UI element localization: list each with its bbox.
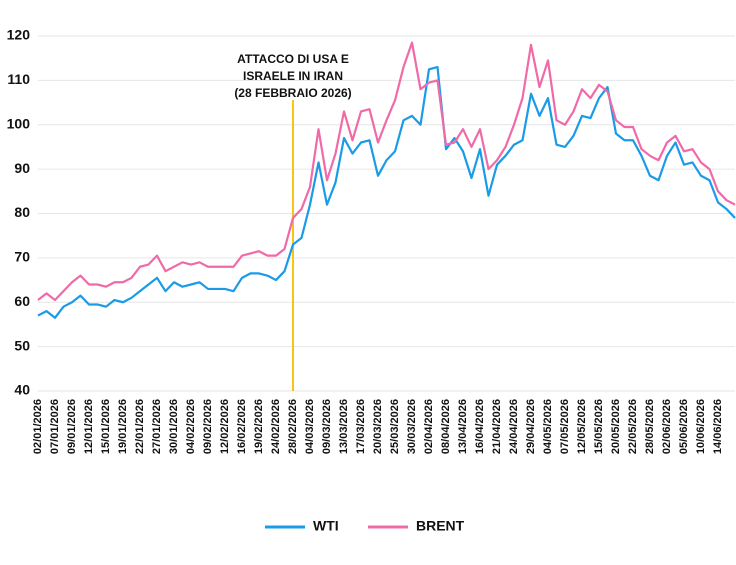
x-tick-label: 09/03/2026 [321, 399, 333, 454]
x-tick-label: 08/04/2026 [440, 399, 452, 454]
x-tick-label: 19/02/2026 [253, 399, 265, 454]
y-tick-label: 40 [14, 382, 30, 398]
x-tick-label: 17/03/2026 [355, 399, 367, 454]
x-tick-label: 02/04/2026 [423, 399, 435, 454]
x-tick-label: 24/04/2026 [508, 399, 520, 454]
x-tick-label: 15/05/2026 [593, 399, 605, 454]
series-line [37, 65, 736, 319]
x-tick-label: 24/02/2026 [270, 399, 282, 454]
x-tick-label: 28/02/2026 [287, 399, 299, 454]
x-tick-label: 09/01/2026 [66, 399, 78, 454]
x-tick-label: 22/01/2026 [134, 399, 146, 454]
y-tick-label: 120 [7, 27, 31, 43]
y-tick-label: 100 [7, 115, 31, 131]
x-tick-label: 02/01/2026 [32, 399, 44, 454]
x-tick-label: 13/04/2026 [457, 399, 469, 454]
y-tick-label: 80 [14, 204, 30, 220]
x-tick-label: 04/02/2026 [185, 399, 197, 454]
y-tick-label: 90 [14, 160, 30, 176]
annotation-text: (28 FEBBRAIO 2026) [234, 86, 351, 100]
legend-label: BRENT [416, 518, 465, 534]
x-tick-label: 12/05/2026 [576, 399, 588, 454]
x-tick-label: 16/02/2026 [236, 399, 248, 454]
annotation-text: ATTACCO DI USA E [237, 52, 349, 66]
x-tick-label: 22/05/2026 [627, 399, 639, 454]
x-tick-label: 30/01/2026 [168, 399, 180, 454]
x-tick-label: 25/03/2026 [389, 399, 401, 454]
series-line [37, 41, 736, 302]
x-tick-label: 05/06/2026 [678, 399, 690, 454]
x-tick-label: 19/01/2026 [117, 399, 129, 454]
y-tick-label: 50 [14, 337, 30, 353]
x-tick-label: 10/06/2026 [695, 399, 707, 454]
x-tick-label: 30/03/2026 [406, 399, 418, 454]
x-tick-label: 13/03/2026 [338, 399, 350, 454]
x-tick-label: 12/01/2026 [83, 399, 95, 454]
x-tick-label: 27/01/2026 [151, 399, 163, 454]
x-tick-label: 02/06/2026 [661, 399, 673, 454]
legend-label: WTI [313, 518, 339, 534]
x-tick-label: 04/05/2026 [542, 399, 554, 454]
x-tick-label: 28/05/2026 [644, 399, 656, 454]
x-tick-label: 07/05/2026 [559, 399, 571, 454]
x-tick-label: 14/06/2026 [712, 399, 724, 454]
x-tick-label: 16/04/2026 [474, 399, 486, 454]
x-tick-label: 29/04/2026 [525, 399, 537, 454]
x-tick-label: 04/03/2026 [304, 399, 316, 454]
x-tick-label: 20/05/2026 [610, 399, 622, 454]
annotation-text: ISRAELE IN IRAN [243, 69, 343, 83]
x-tick-label: 20/03/2026 [372, 399, 384, 454]
y-tick-label: 60 [14, 293, 30, 309]
x-tick-label: 09/02/2026 [202, 399, 214, 454]
x-tick-label: 15/01/2026 [100, 399, 112, 454]
y-tick-label: 70 [14, 249, 30, 265]
x-tick-label: 21/04/2026 [491, 399, 503, 454]
x-tick-label: 12/02/2026 [219, 399, 231, 454]
y-tick-label: 110 [7, 71, 30, 87]
x-tick-label: 07/01/2026 [49, 399, 61, 454]
